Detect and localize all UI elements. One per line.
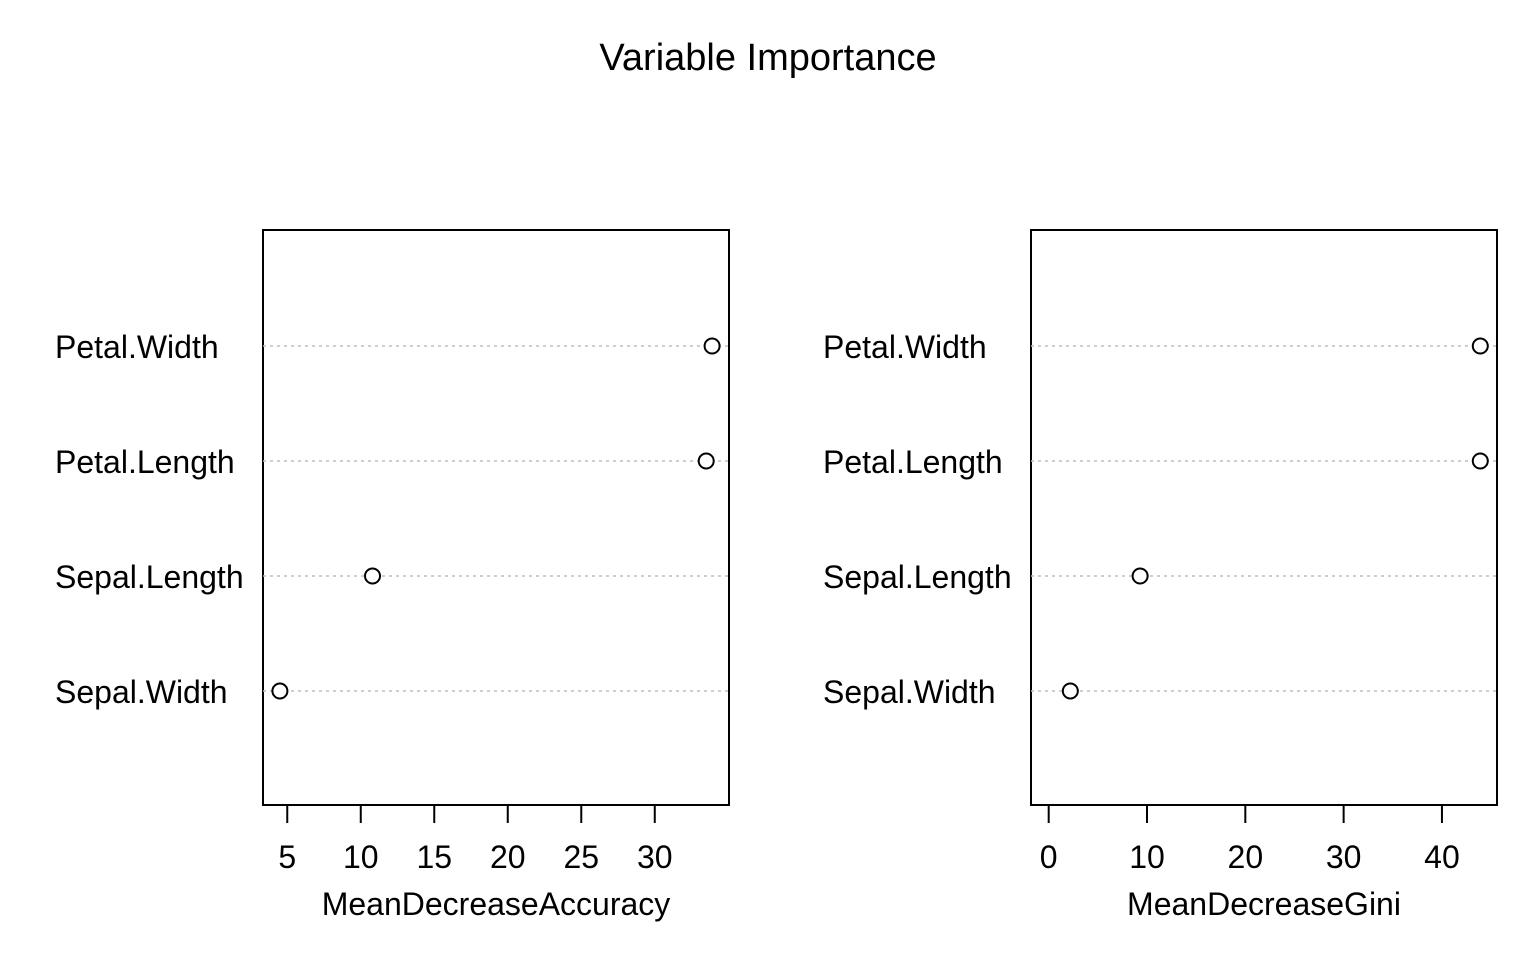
x-axis-label: MeanDecreaseGini xyxy=(1127,886,1401,922)
category-label: Petal.Length xyxy=(823,444,1003,480)
x-tick-label: 40 xyxy=(1424,839,1460,875)
x-tick-label: 5 xyxy=(278,839,296,875)
panel-mean-decrease-gini: Petal.Width Petal.Length Sepal.Length Sepal… xyxy=(823,229,1498,922)
x-tick-label: 30 xyxy=(637,839,673,875)
category-label: Sepal.Length xyxy=(55,559,244,595)
data-point xyxy=(703,337,721,355)
data-point xyxy=(271,682,289,700)
x-tick-label: 0 xyxy=(1040,839,1058,875)
x-tick-label: 15 xyxy=(416,839,452,875)
data-point xyxy=(1471,337,1489,355)
data-point xyxy=(1131,567,1149,585)
data-point xyxy=(1471,452,1489,470)
x-tick-label: 30 xyxy=(1326,839,1362,875)
data-point xyxy=(364,567,382,585)
category-label: Sepal.Length xyxy=(823,559,1012,595)
category-label: Petal.Length xyxy=(55,444,235,480)
chart-title: Variable Importance xyxy=(599,37,936,79)
category-label: Petal.Width xyxy=(823,329,987,365)
category-label: Petal.Width xyxy=(55,329,219,365)
x-tick-label: 25 xyxy=(563,839,599,875)
x-tick-label: 10 xyxy=(343,839,379,875)
x-tick-label: 20 xyxy=(490,839,526,875)
data-point xyxy=(1061,682,1079,700)
category-label: Sepal.Width xyxy=(823,674,996,710)
category-label: Sepal.Width xyxy=(55,674,228,710)
data-point xyxy=(697,452,715,470)
plot-frame xyxy=(262,229,730,806)
plot-frame xyxy=(1030,229,1498,806)
x-axis-label: MeanDecreaseAccuracy xyxy=(322,886,671,922)
panel-mean-decrease-accuracy: Petal.Width Petal.Length Sepal.Length Sepal… xyxy=(55,229,730,922)
x-tick-label: 10 xyxy=(1129,839,1165,875)
x-tick-label: 20 xyxy=(1228,839,1264,875)
